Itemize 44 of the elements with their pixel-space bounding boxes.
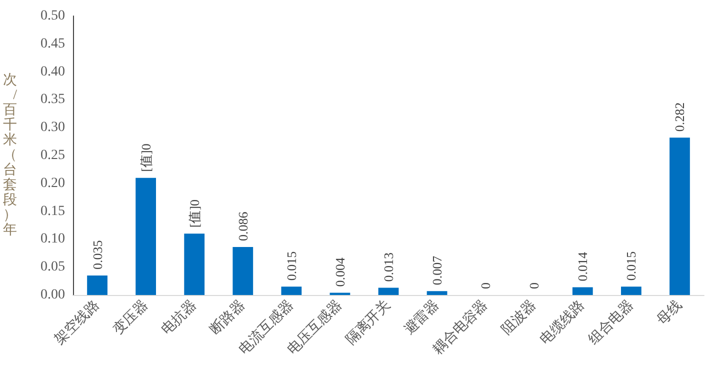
x-tick-label: 断路器 [207, 296, 248, 338]
data-label: 0.004 [332, 257, 348, 287]
bar [426, 291, 448, 295]
y-tick-label: 0.50 [40, 8, 65, 24]
x-tick-label: 电缆线路 [537, 296, 588, 348]
data-label: [值]0 [138, 144, 154, 172]
x-tick-label: 母线 [654, 296, 686, 328]
bar [572, 287, 593, 295]
y-tick-label: 0.45 [40, 36, 65, 52]
bar [621, 286, 642, 295]
data-label: 0.007 [430, 255, 445, 286]
bar [136, 178, 156, 295]
data-label: 0.035 [90, 240, 105, 270]
bar [281, 286, 302, 295]
y-tick-label: 0.05 [40, 260, 65, 275]
x-tick-label: 隔离开关 [342, 296, 394, 348]
y-tick-label: 0.30 [40, 120, 65, 136]
data-label: 0.015 [284, 251, 299, 281]
x-tick-label: 避雷器 [401, 296, 442, 338]
y-tick-label: 0.35 [40, 92, 65, 108]
x-tick-label: 组合电器 [586, 296, 636, 348]
data-label: 0.014 [575, 251, 590, 282]
text: 次/百千米（台套段）年 [3, 73, 17, 238]
x-tick-label: 电抗器 [158, 296, 200, 338]
bar [87, 275, 108, 295]
bar [232, 247, 254, 295]
data-label: [值]0 [186, 199, 202, 228]
x-tick-label: 变压器 [110, 296, 152, 338]
y-tick-label: 0.00 [40, 288, 65, 302]
y-tick-label: 0.40 [40, 64, 65, 80]
y-tick-label: 0.10 [40, 232, 65, 247]
y-tick-label: 0.20 [40, 176, 65, 191]
bar [670, 138, 690, 295]
data-label: 0 [478, 282, 494, 289]
y-tick-label: 0.15 [40, 204, 65, 219]
data-label: 0.086 [235, 211, 250, 242]
x-tick-label: 阻波器 [498, 296, 540, 338]
data-label: 0.282 [672, 102, 688, 132]
bar [378, 288, 399, 295]
bar [184, 234, 205, 295]
data-label: 0.015 [624, 251, 639, 281]
data-label: 0 [526, 282, 542, 289]
data-label: 0.013 [381, 252, 396, 282]
y-tick-label: 0.25 [40, 148, 65, 163]
